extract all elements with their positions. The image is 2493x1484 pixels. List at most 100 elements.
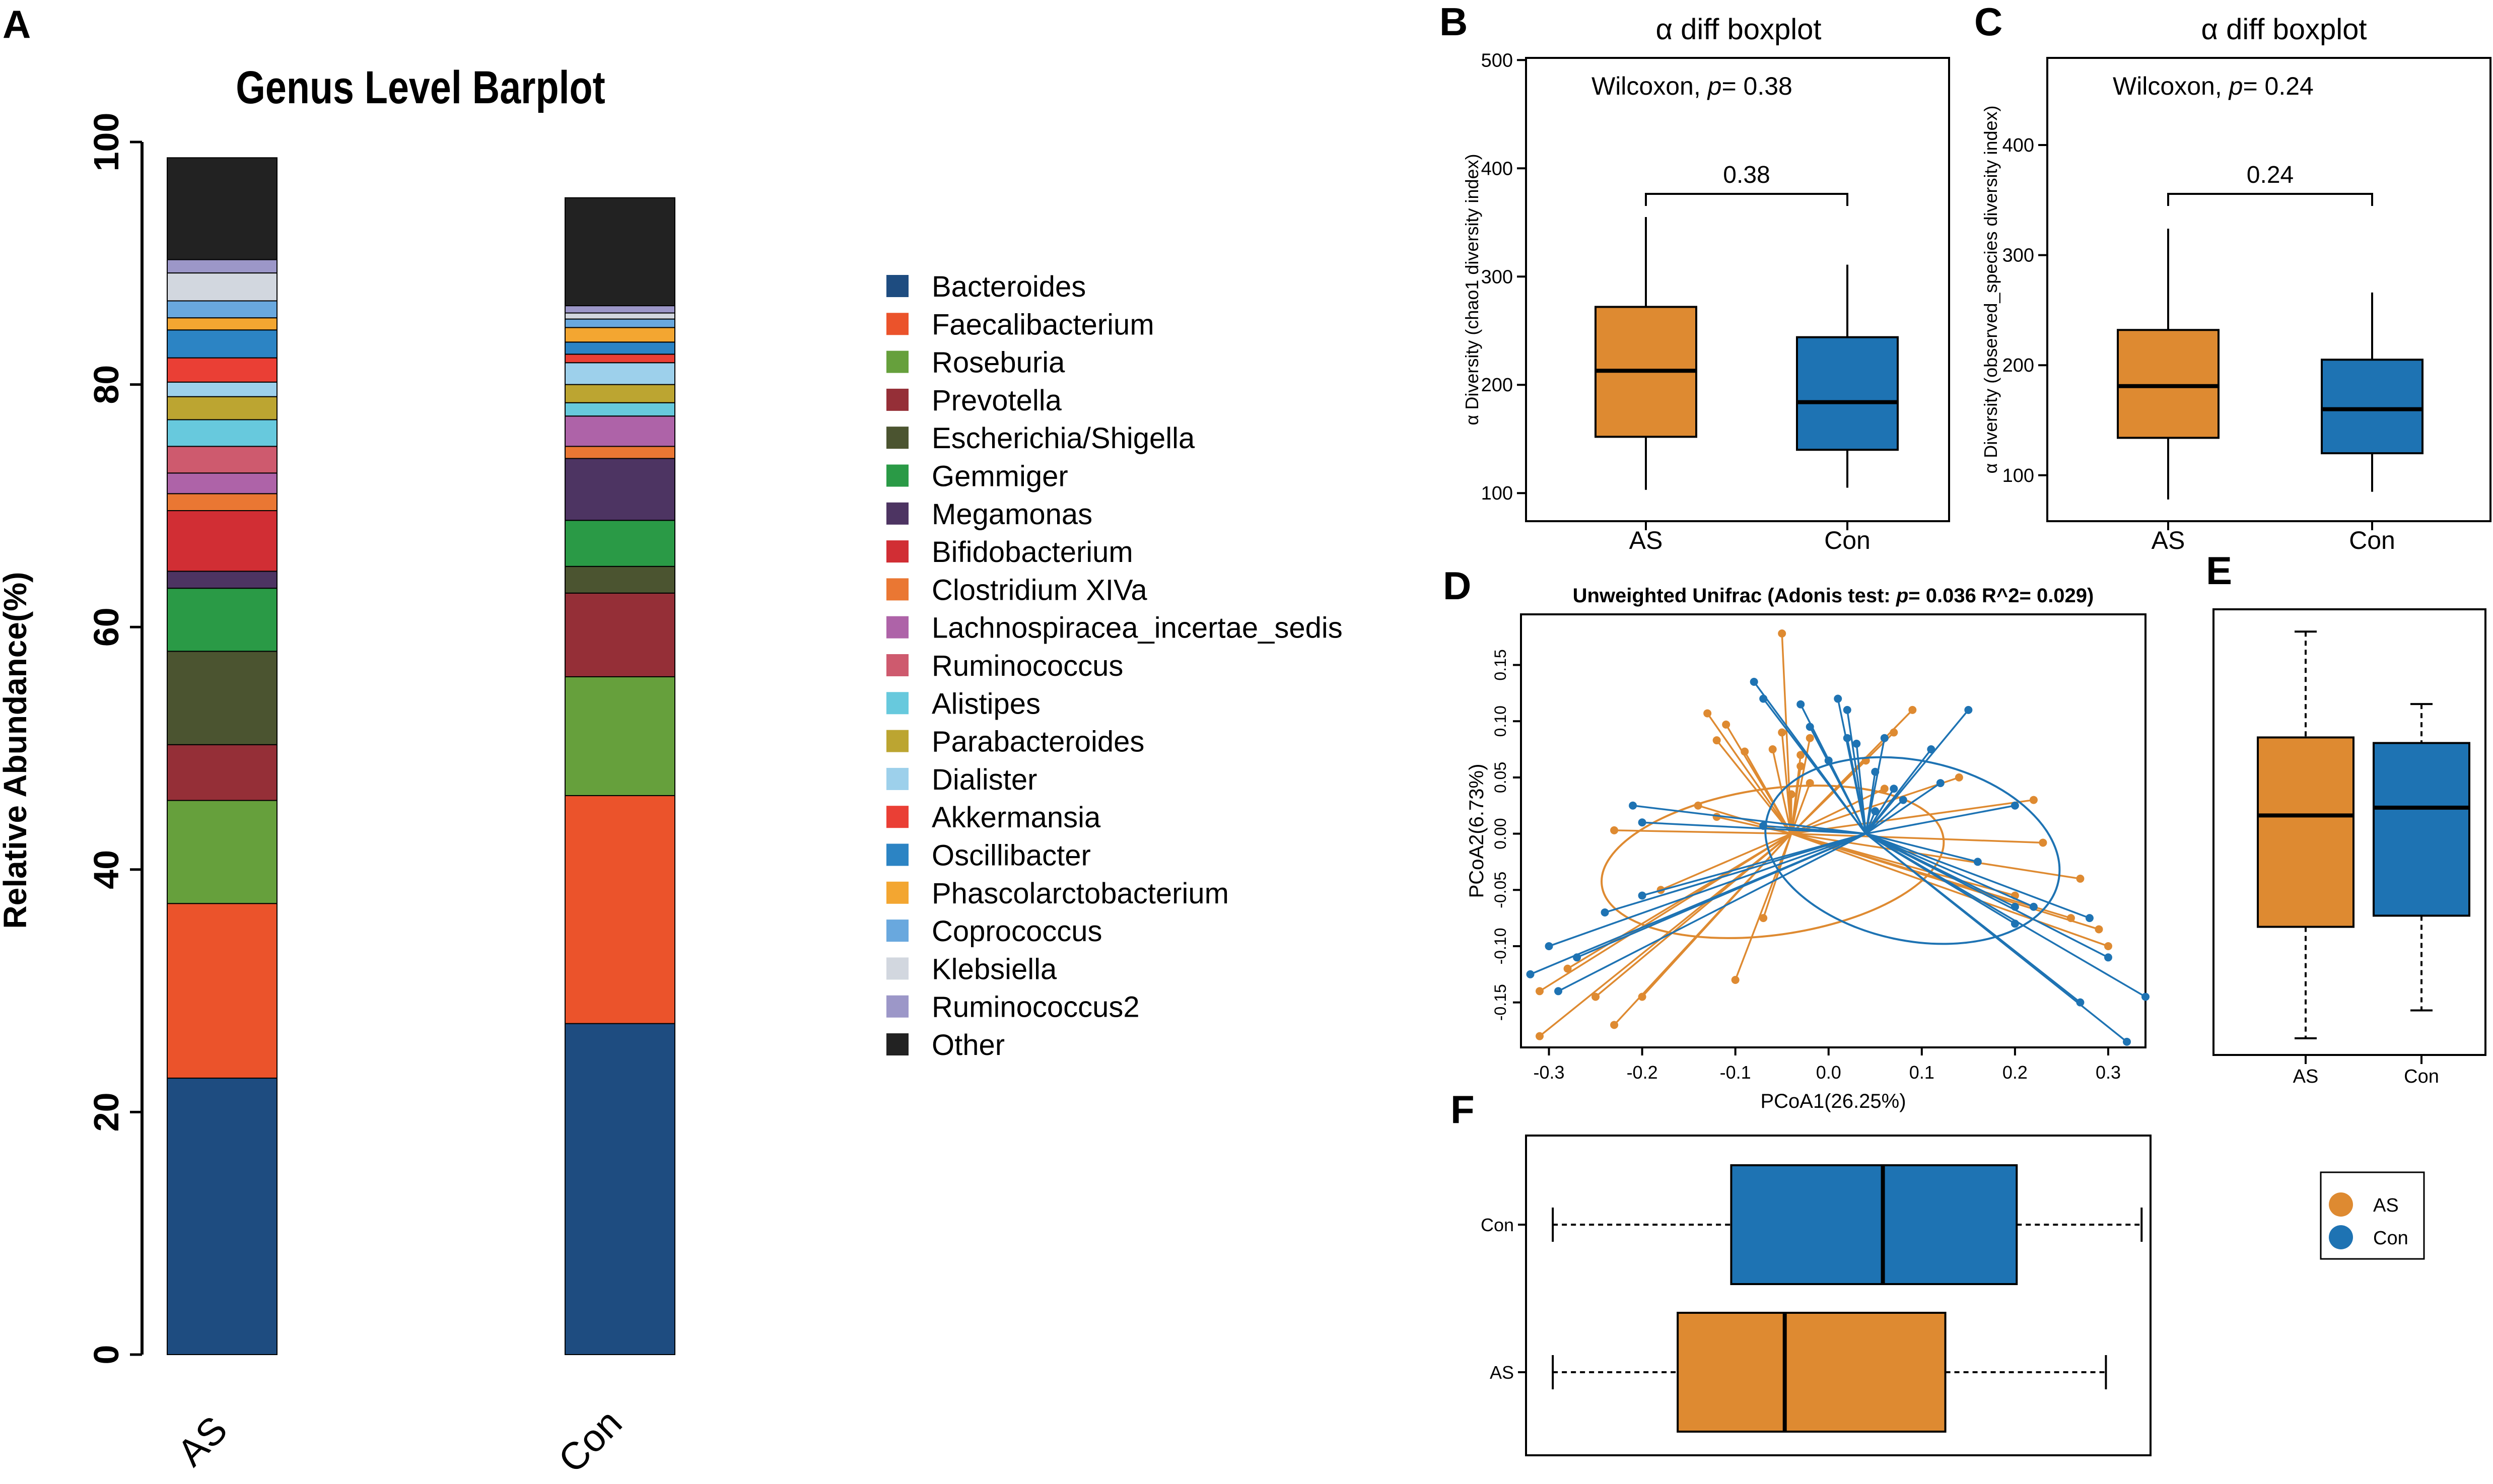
bar-segment-as bbox=[167, 651, 278, 745]
pcoa-x-label: PCoA1(26.25%) bbox=[1760, 1090, 1906, 1112]
y-tick-label: 100 bbox=[1481, 483, 1513, 504]
y-tick-label: 300 bbox=[1481, 266, 1513, 288]
pcoa-spoke-con bbox=[1762, 698, 1867, 834]
barplot-y-tick-label: 40 bbox=[87, 850, 126, 889]
y-tick-label: 300 bbox=[2002, 245, 2034, 266]
pcoa-point-as bbox=[1731, 975, 1740, 984]
significance-bracket-label: 0.24 bbox=[2247, 162, 2294, 188]
pcoa-point-con bbox=[2104, 953, 2112, 962]
legend-swatch bbox=[886, 957, 909, 980]
bar-segment-as bbox=[167, 493, 278, 512]
pcoa-point-con bbox=[1871, 767, 1880, 776]
pcoa-spoke-as bbox=[1641, 833, 1792, 998]
pcoa-spoke-as bbox=[1781, 732, 1792, 834]
legend-label: Klebsiella bbox=[932, 953, 1057, 985]
pcoa-spoke-con bbox=[1865, 833, 2128, 1043]
pcoa-point-as bbox=[1694, 801, 1702, 810]
pcoa-point-as bbox=[2039, 838, 2047, 847]
pcoa-spoke-as bbox=[1791, 832, 2081, 880]
pcoa-point-con bbox=[1843, 734, 1851, 742]
bar-segment-as bbox=[167, 381, 278, 397]
bar-segment-con bbox=[565, 592, 675, 677]
panel-b-plot: AS Con 100 200 300 400 500 0.38 bbox=[1481, 50, 1899, 554]
barplot-y-tick-label: 100 bbox=[87, 113, 126, 172]
panel-b-stat-prefix: Wilcoxon, bbox=[1591, 72, 1708, 100]
pcoa-spoke-con bbox=[1865, 832, 2090, 919]
bar-segment-as bbox=[167, 272, 278, 302]
bar-segment-con bbox=[565, 1023, 675, 1355]
pcoa-spoke-as bbox=[1539, 833, 1792, 1037]
pcoa-point-as bbox=[2104, 942, 2112, 950]
pcoa-y-tick-label: 0.05 bbox=[1491, 762, 1509, 793]
box-con bbox=[1796, 336, 1899, 451]
x-tick-label-con: Con bbox=[1824, 526, 1871, 554]
pcoa-spoke-con bbox=[1865, 799, 1904, 834]
panel-c-frame bbox=[2046, 57, 2491, 522]
pcoa-spoke-con bbox=[1548, 832, 1866, 947]
legend-label: Roseburia bbox=[932, 346, 1065, 379]
bar-segment-con bbox=[565, 305, 675, 314]
bar-segment-con bbox=[565, 354, 675, 364]
pcoa-point-as bbox=[1722, 720, 1730, 729]
panel-c-stat-p: p bbox=[2228, 72, 2243, 100]
bar-segment-con bbox=[565, 312, 675, 320]
panel-b-stat-p: p bbox=[1707, 72, 1722, 100]
pcoa-point-con bbox=[1899, 796, 1907, 804]
legend-label: Faecalibacterium bbox=[932, 308, 1154, 341]
legend-swatch bbox=[886, 995, 909, 1018]
panel-d: D Unweighted Unifrac (Adonis test: p= 0.… bbox=[1443, 563, 2150, 1112]
pcoa-point-as bbox=[2029, 796, 2038, 804]
y-tick-label: 100 bbox=[2002, 465, 2034, 486]
legend-label-con: Con bbox=[2373, 1228, 2408, 1249]
panel-letter-d: D bbox=[1443, 563, 1471, 608]
legend-label: Lachnospiracea_incertae_sedis bbox=[932, 612, 1343, 645]
pcoa-point-con bbox=[1824, 756, 1833, 765]
legend-swatch bbox=[886, 843, 909, 866]
panel-c: C α diff boxplot Wilcoxon, p= 0.24 α Div… bbox=[1974, 0, 2491, 554]
legend-swatch bbox=[886, 881, 909, 904]
pcoa-spoke-con bbox=[1828, 760, 1867, 834]
x-tick-label-con: Con bbox=[2404, 1066, 2439, 1087]
legend-swatch bbox=[886, 920, 909, 942]
pcoa-point-as bbox=[1610, 826, 1619, 834]
panel-letter-b: B bbox=[1439, 0, 1468, 44]
pcoa-spoke-con bbox=[1865, 788, 1895, 834]
legend-label: Gemmiger bbox=[932, 460, 1068, 493]
pcoa-y-tick-label: 0.10 bbox=[1491, 705, 1509, 737]
bar-segment-con bbox=[565, 415, 675, 447]
legend-label: Akkermansia bbox=[932, 801, 1101, 834]
bar-segment-as bbox=[167, 396, 278, 420]
panel-e: E AS Con bbox=[2206, 548, 2486, 1087]
pcoa-spoke-as bbox=[1791, 832, 2109, 947]
pcoa-point-as bbox=[1778, 728, 1786, 737]
panel-b-y-label: α Diversity (chao1 diversity index) bbox=[1462, 154, 1482, 426]
legend-label: Parabacteroides bbox=[932, 726, 1144, 758]
barplot-y-label: Relative Abundance(%) bbox=[0, 572, 33, 929]
pcoa-point-con bbox=[1750, 678, 1758, 686]
legend-label-as: AS bbox=[2373, 1195, 2399, 1216]
legend-label: Oscillibacter bbox=[932, 839, 1091, 872]
pcoa-point-con bbox=[2011, 920, 2019, 928]
legend-label: Bacteroides bbox=[932, 270, 1086, 303]
bar-segment-con bbox=[565, 197, 675, 307]
pcoa-point-con bbox=[1526, 970, 1535, 978]
pcoa-point-as bbox=[1536, 987, 1544, 996]
bar-segment-con bbox=[565, 384, 675, 403]
legend-swatch bbox=[886, 1033, 909, 1055]
panel-e-frame bbox=[2212, 608, 2486, 1056]
pcoa-plot: -0.3 -0.2 -0.1 0.0 0.1 0.2 0.3 -0.15 -0.10 -0.05 0… bbox=[1491, 629, 2150, 1083]
pcoa-spoke-as bbox=[1567, 833, 1792, 970]
legend-label: Escherichia/Shigella bbox=[932, 422, 1195, 455]
bar-segment-as bbox=[167, 419, 278, 447]
pcoa-spoke-con bbox=[1865, 805, 2016, 835]
pcoa-y-tick-label: -0.05 bbox=[1491, 872, 1509, 908]
barplot-title: Genus Level Barplot bbox=[236, 61, 605, 113]
bar-segment-con bbox=[565, 458, 675, 521]
bar-segment-as bbox=[167, 903, 278, 1079]
pcoa-point-as bbox=[1880, 785, 1889, 793]
pcoa-point-as bbox=[1787, 790, 1795, 799]
pcoa-spoke-as bbox=[1706, 713, 1792, 834]
barplot-x-labels: AS Con bbox=[169, 1401, 630, 1481]
x-tick-label-as: AS bbox=[1629, 526, 1663, 554]
pcoa-spoke-as bbox=[1660, 832, 1792, 891]
